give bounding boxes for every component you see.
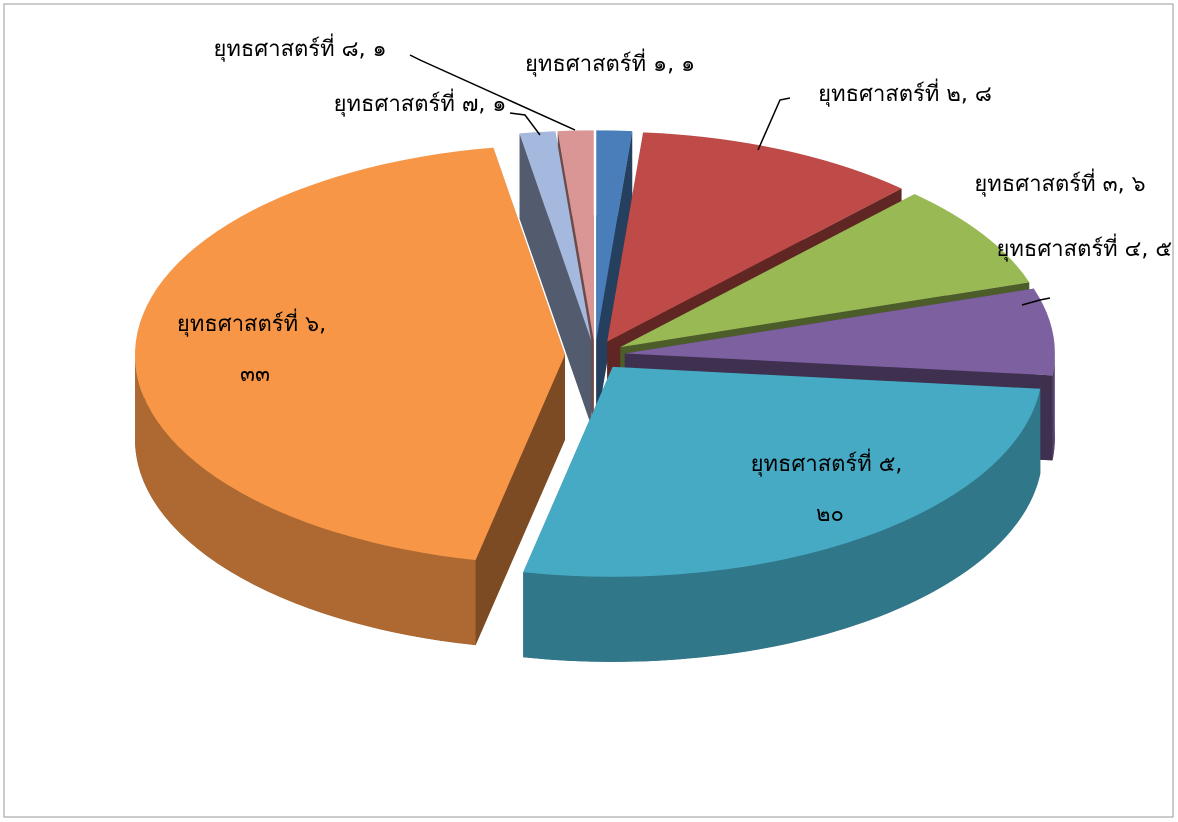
slice-side [596,131,633,426]
label-separator: , [359,37,373,62]
label-value: ๑ [492,92,506,117]
data-label: ยุทธศาสตร์ที่ ๔, ๕ [997,233,1172,262]
label-value: ๑ [373,37,387,62]
pie-slice [519,131,592,341]
slice-wall [135,354,476,646]
label-value: ๓๓ [240,362,270,387]
slice-side [475,354,566,646]
label-value: ๖ [1132,172,1146,197]
leader-lines [409,54,1051,306]
slice-wall [523,388,1041,662]
label-name: ยุทธศาสตร์ที่ ๗ [334,88,479,117]
data-label: ยุทธศาสตร์ที่ ๗, ๑ [334,88,507,117]
data-label: ยุทธศาสตร์ที่ ๘, ๑ [213,33,386,62]
leader-line [1021,297,1051,306]
data-label: ยุทธศาสตร์ที่ ๓, ๖ [974,168,1145,197]
label-name: ยุทธศาสตร์ที่ ๕ [751,448,896,477]
pie-slice [620,194,1030,348]
label-name: ยุทธศาสตร์ที่ ๔ [997,233,1142,262]
data-label: ยุทธศาสตร์ที่ ๒, ๘ [818,78,992,107]
data-labels: ยุทธศาสตร์ที่ ๑, ๑ยุทธศาสตร์ที่ ๒, ๘ยุทธ… [177,33,1172,527]
label-separator: , [895,452,909,477]
pie-slice [596,130,633,341]
label-separator: , [478,92,492,117]
pie-slice [557,130,594,341]
label-separator: , [961,82,975,107]
label-value: ๕ [1155,237,1172,262]
label-name: ยุทธศาสตร์ที่ ๒ [818,78,961,107]
label-separator: , [319,312,333,337]
label-separator: , [1141,237,1155,262]
label-value: ๒๐ [816,502,844,527]
slice-side [519,133,592,426]
data-label: ยุทธศาสตร์ที่ ๖, ๓๓ [177,308,333,387]
slice-wall [1052,353,1055,461]
leader-line [757,97,791,151]
pie-slice [607,132,902,342]
leader-line [509,112,541,136]
pie-slice [135,147,566,561]
pie-slice [624,288,1055,376]
leader-line [409,54,576,131]
label-value: ๑ [681,52,695,77]
label-name: ยุทธศาสตร์ที่ ๑ [525,48,667,77]
label-separator: , [667,52,681,77]
pie [135,130,1055,662]
label-name: ยุทธศาสตร์ที่ ๖ [177,308,319,337]
label-name: ยุทธศาสตร์ที่ ๘ [213,33,358,62]
label-separator: , [1118,172,1132,197]
data-label: ยุทธศาสตร์ที่ ๕, ๒๐ [751,448,910,527]
pie-slice [523,366,1041,577]
data-label: ยุทธศาสตร์ที่ ๑, ๑ [525,48,695,77]
label-value: ๘ [975,82,992,107]
label-name: ยุทธศาสตร์ที่ ๓ [974,168,1117,197]
